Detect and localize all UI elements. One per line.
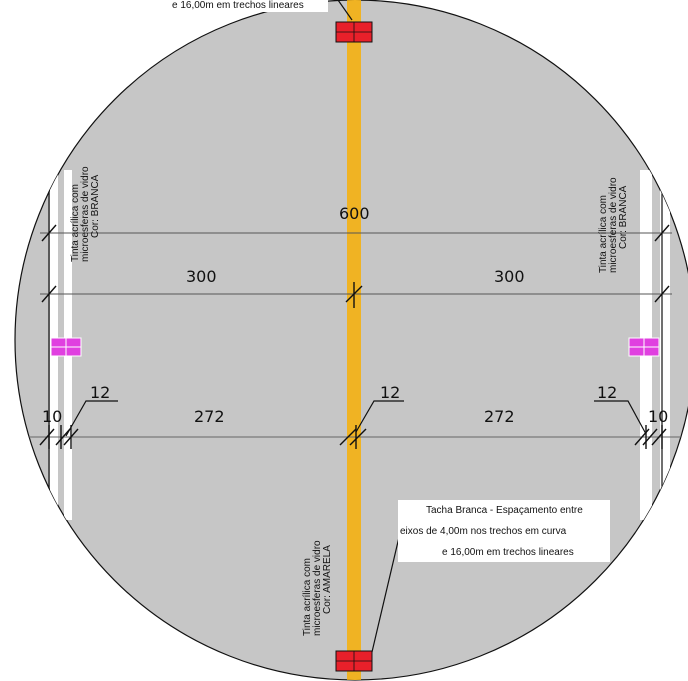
top-note-text: e 16,00m em trechos lineares [172,0,304,11]
tacha-note-line3: e 16,00m em trechos lineares [442,547,574,558]
dim-stripe-right: 12 [597,383,617,402]
paint-left-line2: microesferas de vidro [80,166,91,262]
dim-lane-left: 272 [194,407,225,426]
paint-center-line1: Tinta acrílica com [302,558,313,636]
dim-edge-right: 10 [648,407,668,426]
dim-stripe-center: 12 [380,383,400,402]
tacha-note-line2: eixos de 4,00m nos trechos em curva [400,526,567,537]
dim-lane-right: 272 [484,407,515,426]
center-marker-top [335,21,373,43]
dim-stripe-left: 12 [90,383,110,402]
dim-total: 600 [339,204,370,223]
paint-right-line1: Tinta acrílica com [598,195,609,273]
paint-right-line3: Cor: BRANCA [618,185,629,249]
paint-center-line3: Cor: AMARELA [322,545,333,614]
paint-left-line1: Tinta acrílica com [70,184,81,262]
dim-half-right: 300 [494,267,525,286]
center-yellow-line [347,0,361,680]
right-edge-marker [628,337,660,357]
paint-right-line2: microesferas de vidro [608,177,619,273]
paint-left-line3: Cor: BRANCA [90,174,101,238]
tacha-note-line1: Tacha Branca - Espaçamento entre [426,505,583,516]
paint-center-line2: microesferas de vidro [312,540,323,636]
left-edge-marker [50,337,82,357]
right-shoulder-strip [660,170,670,520]
center-marker-bottom [335,650,373,672]
dim-edge-left: 10 [42,407,62,426]
dim-half-left: 300 [186,267,217,286]
